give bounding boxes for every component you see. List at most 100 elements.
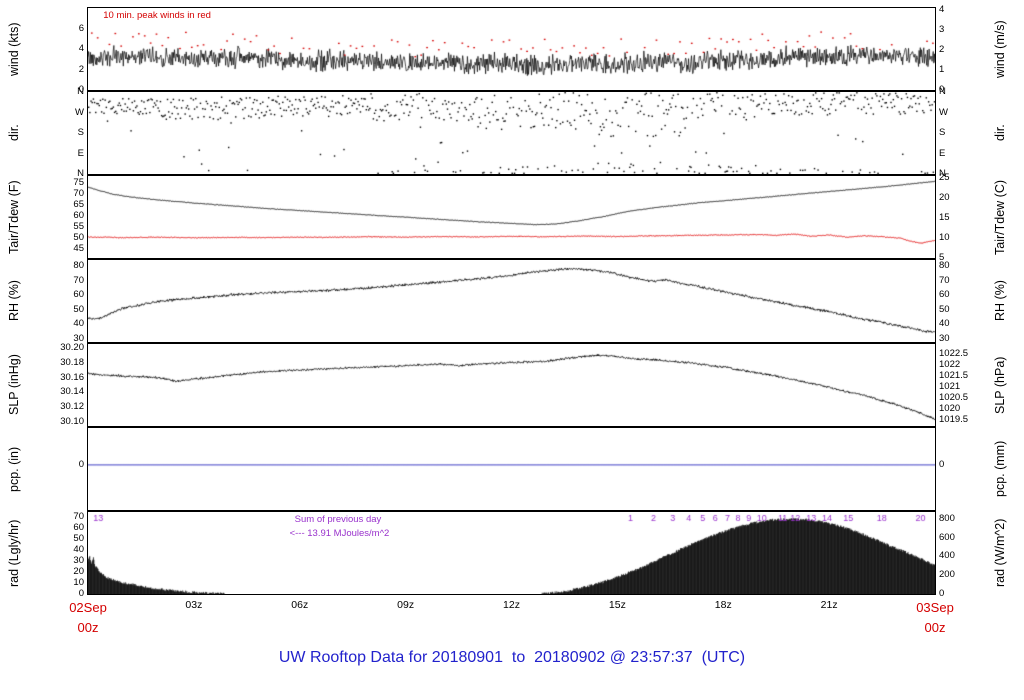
y-axis-label-right-radiation: rad (W/m^2) (993, 518, 1007, 588)
y-tick-label-right: 1019.5 (939, 413, 969, 425)
x-tick-label: 09z (397, 599, 415, 611)
y-tick-label-left: 30 (73, 333, 84, 345)
y-tick-label-left: 30.12 (60, 401, 84, 413)
y-tick-label-right: 1022 (939, 358, 961, 370)
y-tick-label-left: N (77, 168, 84, 179)
y-tick-label-right: E (939, 147, 946, 159)
y-tick-label-right: 200 (939, 569, 955, 581)
y-axis-label-right-temperature: Tair/Tdew (C) (993, 179, 1007, 255)
panel-direction (87, 91, 936, 175)
y-tick-label-right: 25 (939, 172, 950, 184)
y-tick-label-left: 30.16 (60, 371, 84, 383)
y-tick-label-left: N (77, 86, 84, 97)
panel-precipitation (87, 427, 936, 511)
y-axis-label-right-pressure: SLP (hPa) (993, 356, 1007, 414)
y-tick-label-left: 70 (73, 187, 84, 199)
y-axis-label-left-precipitation: pcp. (in) (7, 446, 21, 492)
y-tick-label-left: 30.18 (60, 356, 84, 368)
y-tick-label-left: 50 (73, 303, 84, 315)
y-tick-label-right: 10 (939, 232, 950, 244)
y-axis-label-left-humidity: RH (%) (7, 280, 21, 322)
y-tick-label-right: 3 (939, 24, 945, 36)
y-tick-label-left: 0 (78, 588, 84, 599)
y-tick-label-left: 70 (73, 511, 84, 523)
panel-radiation: Sum of previous day <--- 13.91 MJoules/m^… (87, 511, 936, 595)
y-tick-label-left: 30.14 (60, 386, 84, 398)
y-axis-label-right-humidity: RH (%) (993, 280, 1007, 322)
panel-pressure-plot (88, 344, 935, 426)
panel-temperature-plot (88, 176, 935, 258)
y-tick-label-right: 15 (939, 212, 950, 224)
y-tick-label-right: 1022.5 (939, 347, 969, 359)
x-tick-label: 03z (185, 599, 203, 611)
panel-direction-plot (88, 92, 935, 174)
y-tick-label-right: 2 (939, 44, 945, 56)
y-tick-label-right: 30 (939, 333, 950, 345)
y-axis-label-right-precipitation: pcp. (mm) (993, 440, 1007, 498)
y-tick-label-right: 0 (939, 84, 945, 95)
y-tick-label-left: S (77, 127, 84, 138)
y-tick-label-right: N (939, 168, 946, 179)
y-tick-label-left: W (75, 106, 84, 118)
y-tick-label-left: 65 (73, 198, 84, 210)
y-tick-label-right: 800 (939, 512, 955, 524)
x-axis-end-date: 03Sep 00z (916, 600, 954, 636)
y-tick-label-left: 10 (73, 577, 84, 589)
panel-humidity-plot (88, 260, 935, 342)
y-tick-label-left: 20 (73, 566, 84, 578)
y-tick-label-right: 80 (939, 259, 950, 271)
y-tick-label-left: 40 (73, 318, 84, 330)
x-axis-start-date: 02Sep 00z (69, 600, 107, 636)
y-tick-label-left: 4 (78, 43, 84, 54)
y-tick-label-left: 50 (73, 232, 84, 244)
y-tick-label-right: 1 (939, 64, 945, 76)
y-axis-label-left-direction: dir. (7, 124, 21, 142)
y-tick-label-left: 0 (78, 84, 84, 95)
panel-wind-plot (88, 8, 935, 90)
y-tick-label-left: E (77, 147, 84, 159)
x-tick-label: 15z (608, 599, 626, 611)
y-tick-label-right: 50 (939, 303, 950, 315)
x-tick-label: 21z (820, 599, 838, 611)
y-axis-label-right-wind: wind (m/s) (993, 20, 1007, 78)
y-tick-label-left: 70 (73, 274, 84, 286)
y-tick-label-left: 80 (73, 259, 84, 271)
y-tick-label-left: 45 (73, 243, 84, 255)
y-axis-label-left-temperature: Tair/Tdew (F) (7, 180, 21, 254)
panel-radiation-annotation-1: <--- 13.91 MJoules/m^2 (289, 528, 390, 540)
x-tick-label: 18z (714, 599, 732, 611)
panel-radiation-annotation-0: Sum of previous day (294, 514, 382, 526)
y-tick-label-left: 50 (73, 533, 84, 545)
y-tick-label-right: 1020 (939, 402, 961, 414)
y-tick-label-right: 600 (939, 531, 955, 543)
y-tick-label-right: N (939, 86, 946, 97)
y-tick-label-left: 55 (73, 220, 84, 232)
chart-title: UW Rooftop Data for 20180901 to 20180902… (278, 649, 746, 666)
y-tick-label-left: 30.20 (60, 341, 84, 353)
y-tick-label-left: 60 (73, 209, 84, 221)
panel-humidity (87, 259, 936, 343)
panel-pressure (87, 343, 936, 427)
x-tick-label: 12z (503, 599, 520, 611)
y-tick-label-right: 0 (939, 588, 945, 599)
y-tick-label-left: 30.10 (60, 416, 84, 428)
panel-temperature (87, 175, 936, 259)
y-tick-label-left: 75 (73, 176, 84, 188)
y-tick-label-left: 6 (78, 22, 84, 34)
y-tick-label-left: 30 (73, 555, 84, 567)
y-tick-label-left: 60 (73, 289, 84, 301)
y-axis-label-left-pressure: SLP (inHg) (7, 354, 21, 416)
y-tick-label-right: 1020.5 (939, 391, 969, 403)
y-tick-label-right: W (939, 106, 948, 118)
y-tick-label-right: 70 (939, 274, 950, 286)
y-tick-label-right: S (939, 127, 946, 138)
y-tick-label-left: 2 (78, 63, 84, 75)
x-tick-label: 06z (291, 599, 309, 611)
panel-radiation-plot (88, 512, 935, 594)
y-axis-label-left-wind: wind (kts) (7, 22, 21, 76)
y-tick-label-left: 60 (73, 522, 84, 534)
y-tick-label-right: 40 (939, 318, 950, 330)
panel-wind-annotation-0: 10 min. peak winds in red (103, 10, 211, 22)
y-tick-label-left: 40 (73, 544, 84, 556)
panel-wind: 10 min. peak winds in red (87, 7, 936, 91)
